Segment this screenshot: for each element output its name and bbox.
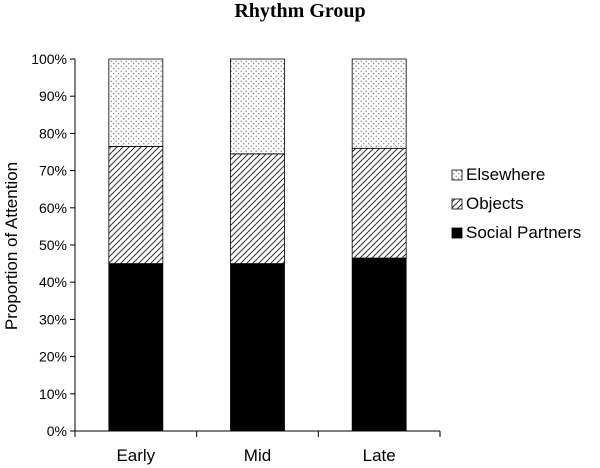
bar-segment-elsewhere-late: [351, 58, 407, 149]
bar-segment-elsewhere-early: [108, 58, 164, 147]
x-axis-labels: Early Mid Late: [116, 446, 395, 465]
bar-segment-objects-early: [108, 146, 164, 264]
legend-swatch-objects: [451, 198, 463, 210]
x-tick-label: Mid: [244, 446, 271, 465]
y-tick-label: 80%: [39, 125, 67, 141]
y-tick-label: 60%: [39, 200, 67, 216]
legend-label-objects: Objects: [466, 194, 524, 213]
bar-segment-objects-late: [351, 147, 407, 259]
y-tick-label: 90%: [39, 88, 67, 104]
bars: [108, 58, 407, 432]
y-axis-ticks: 0% 10% 20% 30% 40% 50% 60% 70% 80% 90% 100%: [31, 51, 75, 439]
chart-title: Rhythm Group: [234, 0, 365, 22]
bar-segment-elsewhere-mid: [230, 58, 285, 155]
y-tick-label: 100%: [31, 51, 67, 67]
y-tick-label: 30%: [39, 311, 67, 327]
y-tick-label: 70%: [39, 163, 67, 179]
bar-segment-social-partners-late: [351, 257, 407, 432]
legend-swatch-elsewhere: [451, 169, 463, 181]
y-tick-label: 0%: [47, 423, 67, 439]
legend-swatch-social-partners: [451, 227, 463, 239]
y-axis-label: Proportion of Attention: [2, 162, 21, 330]
y-tick-label: 50%: [39, 237, 67, 253]
y-tick-label: 40%: [39, 274, 67, 290]
bar-segment-social-partners-mid: [230, 263, 285, 432]
legend: Elsewhere Objects Social Partners: [451, 165, 581, 242]
y-tick-label: 10%: [39, 386, 67, 402]
bar-segment-social-partners-early: [108, 263, 164, 432]
x-tick-label: Early: [116, 446, 155, 465]
y-tick-label: 20%: [39, 349, 67, 365]
axes: [74, 59, 441, 437]
bar-segment-objects-mid: [230, 153, 285, 264]
x-tick-label: Late: [363, 446, 396, 465]
legend-label-social-partners: Social Partners: [466, 223, 581, 242]
legend-label-elsewhere: Elsewhere: [466, 165, 545, 184]
